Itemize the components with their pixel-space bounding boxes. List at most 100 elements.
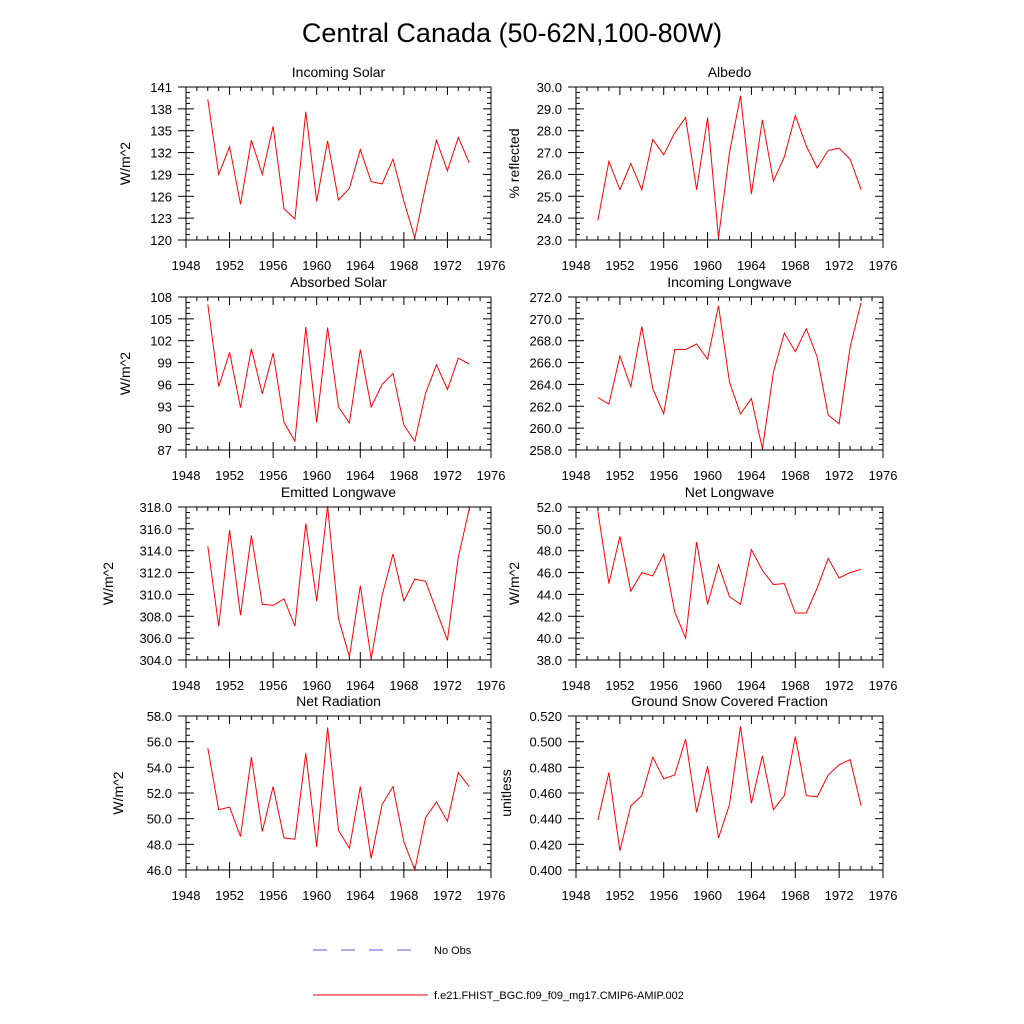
y-tick-label: 25.0	[537, 189, 562, 204]
panel-title: Incoming Longwave	[667, 274, 792, 290]
x-tick-label: 1956	[259, 678, 288, 693]
panel-2: Albedo 1948 1952 1956 1960 1964 1968 1972 1976 23…	[506, 64, 897, 273]
y-tick-label: 308.0	[139, 609, 172, 624]
x-tick-label: 1968	[389, 888, 418, 903]
panel-title: Incoming Solar	[292, 64, 386, 80]
x-tick-label: 1956	[259, 258, 288, 273]
x-tick-label: 1960	[302, 258, 331, 273]
x-tick-label: 1948	[562, 258, 591, 273]
x-tick-label: 1968	[389, 468, 418, 483]
x-tick-label: 1968	[781, 888, 810, 903]
x-tick-label: 1976	[869, 258, 898, 273]
y-tick-label: 270.0	[529, 312, 562, 327]
y-tick-label: 23.0	[537, 233, 562, 248]
y-axis-label: % reflected	[506, 128, 522, 198]
y-tick-label: 99	[158, 356, 172, 371]
y-axis-label: W/m^2	[506, 562, 522, 605]
y-tick-label: 314.0	[139, 544, 172, 559]
x-tick-label: 1972	[433, 258, 462, 273]
x-tick-label: 1976	[477, 888, 506, 903]
y-tick-label: 272.0	[529, 290, 562, 305]
series-line	[207, 505, 470, 659]
y-tick-label: 268.0	[529, 334, 562, 349]
y-tick-label: 141	[150, 80, 172, 95]
y-tick-label: 40.0	[537, 631, 562, 646]
y-tick-label: 48.0	[147, 837, 172, 852]
y-tick-label: 318.0	[139, 500, 172, 515]
x-tick-label: 1956	[259, 468, 288, 483]
y-tick-label: 126	[150, 189, 172, 204]
y-tick-label: 0.480	[529, 760, 562, 775]
panel-title: Net Longwave	[685, 484, 775, 500]
y-tick-label: 93	[158, 399, 172, 414]
panel-4: Incoming Longwave 1948 1952 1956 1960 1964 196…	[529, 274, 897, 483]
x-tick-label: 1956	[649, 888, 678, 903]
series-line	[207, 99, 470, 238]
x-tick-label: 1952	[215, 468, 244, 483]
panel-6: Net Longwave 1948 1952 1956 1960 1964 1968 1972…	[506, 484, 897, 693]
figure-title: Central Canada (50-62N,100-80W)	[302, 18, 722, 48]
y-tick-label: 310.0	[139, 587, 172, 602]
y-tick-label: 38.0	[537, 653, 562, 668]
x-tick-label: 1952	[215, 888, 244, 903]
x-tick-label: 1964	[346, 678, 375, 693]
x-tick-label: 1972	[433, 468, 462, 483]
x-tick-label: 1960	[302, 678, 331, 693]
y-tick-label: 258.0	[529, 443, 562, 458]
x-tick-label: 1948	[562, 888, 591, 903]
y-tick-label: 29.0	[537, 102, 562, 117]
series-line	[207, 304, 470, 443]
panel-5: Emitted Longwave 1948 1952 1956 1960 1964 1968…	[100, 484, 505, 693]
y-tick-label: 0.520	[529, 709, 562, 724]
y-tick-label: 52.0	[147, 786, 172, 801]
y-tick-label: 316.0	[139, 522, 172, 537]
y-tick-label: 260.0	[529, 421, 562, 436]
panel-title: Ground Snow Covered Fraction	[631, 693, 828, 709]
y-tick-label: 138	[150, 102, 172, 117]
y-axis-label: W/m^2	[117, 352, 133, 395]
y-tick-label: 105	[150, 312, 172, 327]
x-tick-label: 1956	[649, 678, 678, 693]
x-tick-label: 1968	[781, 678, 810, 693]
x-tick-label: 1964	[346, 468, 375, 483]
panel-title: Albedo	[708, 64, 752, 80]
x-tick-label: 1952	[215, 258, 244, 273]
x-tick-label: 1952	[605, 888, 634, 903]
y-tick-label: 96	[158, 377, 172, 392]
panel-3: Absorbed Solar 1948 1952 1956 1960 1964 1968 19…	[117, 274, 505, 483]
y-tick-label: 52.0	[537, 500, 562, 515]
x-tick-label: 1960	[302, 888, 331, 903]
y-tick-label: 87	[158, 443, 172, 458]
x-tick-label: 1960	[693, 468, 722, 483]
panel-title: Net Radiation	[296, 693, 381, 709]
x-tick-label: 1952	[605, 678, 634, 693]
y-axis-label: unitless	[498, 769, 514, 816]
x-tick-label: 1976	[869, 678, 898, 693]
y-tick-label: 306.0	[139, 631, 172, 646]
x-tick-label: 1972	[825, 678, 854, 693]
y-tick-label: 123	[150, 211, 172, 226]
y-tick-label: 54.0	[147, 760, 172, 775]
x-tick-label: 1968	[781, 468, 810, 483]
x-tick-label: 1960	[693, 258, 722, 273]
y-tick-label: 129	[150, 167, 172, 182]
y-tick-label: 27.0	[537, 146, 562, 161]
x-tick-label: 1960	[302, 468, 331, 483]
series-line	[597, 95, 862, 238]
y-tick-label: 0.460	[529, 786, 562, 801]
y-tick-label: 44.0	[537, 587, 562, 602]
x-tick-label: 1952	[605, 258, 634, 273]
y-tick-label: 120	[150, 233, 172, 248]
panel-7: Net Radiation 1948 1952 1956 1960 1964 1968 197…	[110, 693, 505, 903]
series-line	[207, 727, 470, 872]
x-tick-label: 1968	[781, 258, 810, 273]
y-tick-label: 102	[150, 334, 172, 349]
x-tick-label: 1948	[172, 468, 201, 483]
x-tick-label: 1948	[562, 678, 591, 693]
y-tick-label: 50.0	[147, 812, 172, 827]
panel-title: Emitted Longwave	[281, 484, 396, 500]
y-axis-label: W/m^2	[100, 562, 116, 605]
y-tick-label: 135	[150, 124, 172, 139]
series-line	[597, 726, 862, 851]
